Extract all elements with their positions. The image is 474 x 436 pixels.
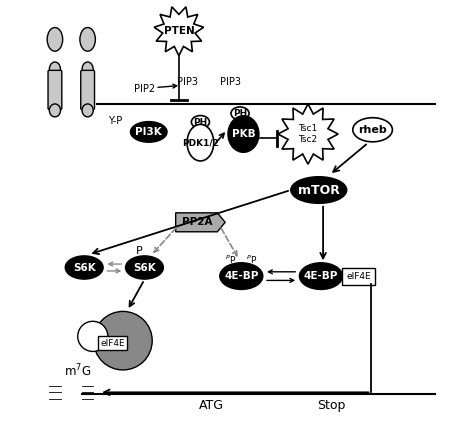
Ellipse shape <box>291 177 347 203</box>
Ellipse shape <box>126 256 164 279</box>
FancyBboxPatch shape <box>342 268 375 285</box>
Text: PH: PH <box>193 118 208 126</box>
Text: Tsc2: Tsc2 <box>299 135 318 144</box>
Ellipse shape <box>49 104 61 117</box>
Ellipse shape <box>65 256 103 279</box>
Text: PIP3: PIP3 <box>220 78 241 87</box>
Text: Tsc1: Tsc1 <box>299 124 318 133</box>
Ellipse shape <box>228 116 259 152</box>
Ellipse shape <box>82 104 93 117</box>
Text: PDK1/2: PDK1/2 <box>182 138 219 147</box>
Polygon shape <box>278 104 338 164</box>
Text: S6K: S6K <box>133 262 156 272</box>
Text: S6K: S6K <box>73 262 96 272</box>
Polygon shape <box>176 213 225 232</box>
Ellipse shape <box>82 62 93 77</box>
Ellipse shape <box>80 27 95 51</box>
Circle shape <box>94 311 152 370</box>
Text: PP2A: PP2A <box>182 217 213 227</box>
Text: P: P <box>136 246 143 256</box>
Text: 4E-BP: 4E-BP <box>304 271 338 281</box>
Text: PKB: PKB <box>232 129 255 139</box>
Text: eIF4E: eIF4E <box>346 272 371 281</box>
Text: 4E-BP: 4E-BP <box>224 271 258 281</box>
Ellipse shape <box>187 124 214 161</box>
Text: Stop: Stop <box>318 399 346 412</box>
Ellipse shape <box>300 263 342 290</box>
Text: eIF4E: eIF4E <box>100 339 125 348</box>
Text: Y-P: Y-P <box>109 116 123 126</box>
Text: PIP2: PIP2 <box>134 84 155 94</box>
Text: PTEN: PTEN <box>164 26 194 36</box>
Ellipse shape <box>191 116 210 129</box>
Ellipse shape <box>231 107 249 120</box>
FancyBboxPatch shape <box>98 336 127 350</box>
Text: $^P$P: $^P$P <box>246 254 258 266</box>
Ellipse shape <box>220 263 263 290</box>
Text: mTOR: mTOR <box>298 184 340 197</box>
Circle shape <box>78 321 108 351</box>
Ellipse shape <box>49 62 61 77</box>
FancyBboxPatch shape <box>81 70 94 109</box>
Polygon shape <box>154 7 204 56</box>
Ellipse shape <box>353 118 392 142</box>
Text: PI3K: PI3K <box>136 127 162 137</box>
Text: ATG: ATG <box>199 399 224 412</box>
FancyBboxPatch shape <box>48 70 62 109</box>
Text: PIP3: PIP3 <box>177 78 198 87</box>
Text: $^P$P: $^P$P <box>225 254 236 266</box>
Ellipse shape <box>130 122 167 142</box>
Text: m$^7$G: m$^7$G <box>64 362 91 379</box>
Text: rheb: rheb <box>358 125 387 135</box>
Text: PH: PH <box>233 109 247 118</box>
Ellipse shape <box>47 27 63 51</box>
